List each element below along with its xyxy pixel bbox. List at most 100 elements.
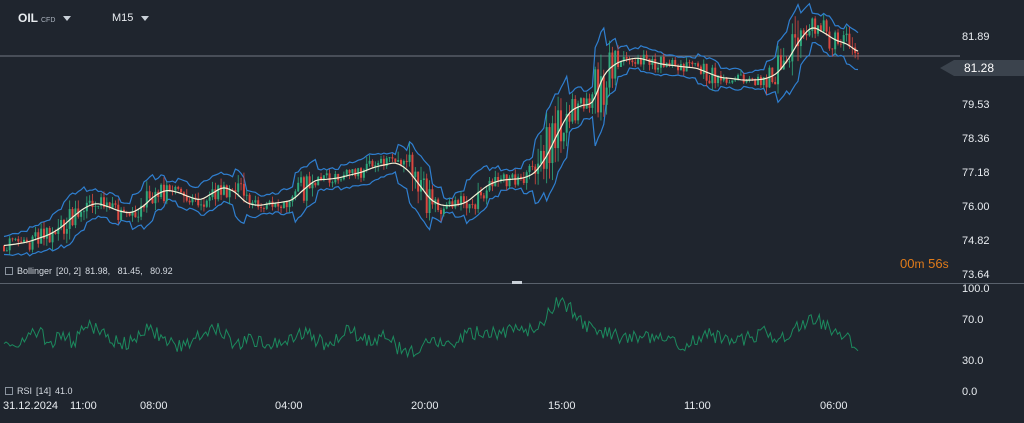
candle-up — [294, 191, 297, 197]
candle-up — [811, 18, 814, 31]
candle-up — [137, 216, 140, 218]
candle-up — [722, 77, 725, 81]
candle-up — [788, 61, 791, 63]
candle-up — [468, 204, 471, 209]
candle-up — [777, 55, 780, 85]
candle-down — [465, 202, 468, 209]
candle-down — [11, 238, 14, 240]
candle-down — [337, 173, 340, 181]
candle-up — [402, 160, 405, 165]
candle-up — [331, 182, 334, 184]
candle-down — [754, 79, 757, 85]
candle-down — [725, 77, 728, 83]
price-tag-background — [954, 60, 1024, 76]
candle-up — [679, 64, 682, 71]
timeframe-selector[interactable]: M15 — [112, 12, 150, 24]
candle-down — [437, 199, 440, 211]
candle-up — [205, 200, 208, 207]
candle-up — [657, 67, 660, 70]
candle-down — [797, 37, 800, 47]
candle-up — [731, 80, 734, 83]
candle-down — [457, 200, 460, 205]
candle-up — [622, 56, 625, 62]
candle-up — [65, 228, 68, 234]
candle-down — [708, 80, 711, 84]
candle-down — [3, 245, 5, 252]
bollinger-middle-path — [3, 27, 859, 247]
current-price-value: 81.28 — [964, 61, 995, 75]
candle-down — [662, 56, 665, 67]
candle-down — [168, 185, 171, 191]
candle-up — [105, 202, 108, 208]
candle-up — [31, 236, 34, 250]
candle-up — [528, 165, 531, 173]
candle-up — [282, 201, 285, 209]
candle-up — [380, 158, 383, 164]
candle-down — [654, 58, 657, 70]
symbol-type: CFD — [41, 17, 56, 24]
candle-down — [668, 62, 671, 66]
candle-up — [517, 176, 520, 185]
candle-down — [431, 189, 434, 205]
candle-down — [531, 165, 534, 167]
candle-down — [522, 178, 525, 184]
bollinger-legend[interactable]: Bollinger [20, 2] 81.98, 81.45, 80.92 — [5, 266, 173, 276]
candle-down — [328, 173, 331, 183]
candle-up — [445, 204, 448, 209]
candle-up — [14, 238, 17, 240]
candle-down — [462, 196, 465, 203]
candle-up — [5, 250, 8, 252]
candle-down — [751, 78, 754, 80]
symbol-selector[interactable]: OIL CFD — [18, 11, 72, 25]
candle-up — [145, 191, 148, 208]
candle-up — [842, 35, 845, 45]
candle-down — [474, 204, 477, 209]
candle-down — [497, 177, 500, 181]
candle-up — [165, 185, 168, 202]
candle-up — [454, 200, 457, 208]
candle-up — [562, 132, 565, 142]
candle-down — [814, 18, 817, 34]
candle-up — [222, 185, 225, 195]
candle-up — [365, 163, 368, 170]
candle-up — [791, 34, 794, 62]
indicator-settings-icon[interactable] — [5, 387, 13, 395]
candle-up — [428, 189, 431, 214]
indicator-settings-icon[interactable] — [5, 267, 13, 275]
candle-up — [340, 179, 343, 181]
candle-down — [360, 168, 363, 178]
rsi-legend[interactable]: RSI [14] 41.0 — [5, 386, 73, 396]
candle-down — [240, 183, 243, 185]
candle-up — [191, 197, 194, 203]
candle-up — [237, 183, 240, 192]
candle-up — [357, 168, 360, 177]
candle-down — [554, 123, 557, 149]
candle-up — [228, 189, 231, 198]
candle-up — [557, 110, 560, 149]
candle-down — [688, 62, 691, 64]
candle-up — [368, 160, 371, 164]
candle-down — [114, 203, 117, 205]
candle-down — [48, 228, 51, 243]
candle-up — [268, 201, 271, 205]
time-tick-label: 11:00 — [684, 400, 711, 412]
candle-up — [80, 212, 83, 217]
countdown-seconds: 56 — [928, 256, 943, 271]
pane-resize-handle[interactable] — [512, 281, 522, 284]
time-tick-label: 11:00 — [70, 400, 97, 412]
candle-down — [20, 241, 23, 243]
candle-down — [180, 188, 183, 193]
candle-up — [508, 177, 511, 187]
candle-up — [297, 182, 300, 192]
candle-down — [839, 43, 842, 45]
rsi-tick-label: 70.0 — [962, 313, 984, 326]
rsi-value: 41.0 — [55, 386, 73, 396]
candle-up — [637, 58, 640, 64]
candle-down — [805, 33, 808, 36]
candle-up — [594, 69, 597, 95]
candle-down — [25, 239, 28, 243]
candle-down — [794, 34, 797, 38]
candle-down — [354, 169, 357, 177]
candle-down — [400, 160, 403, 165]
